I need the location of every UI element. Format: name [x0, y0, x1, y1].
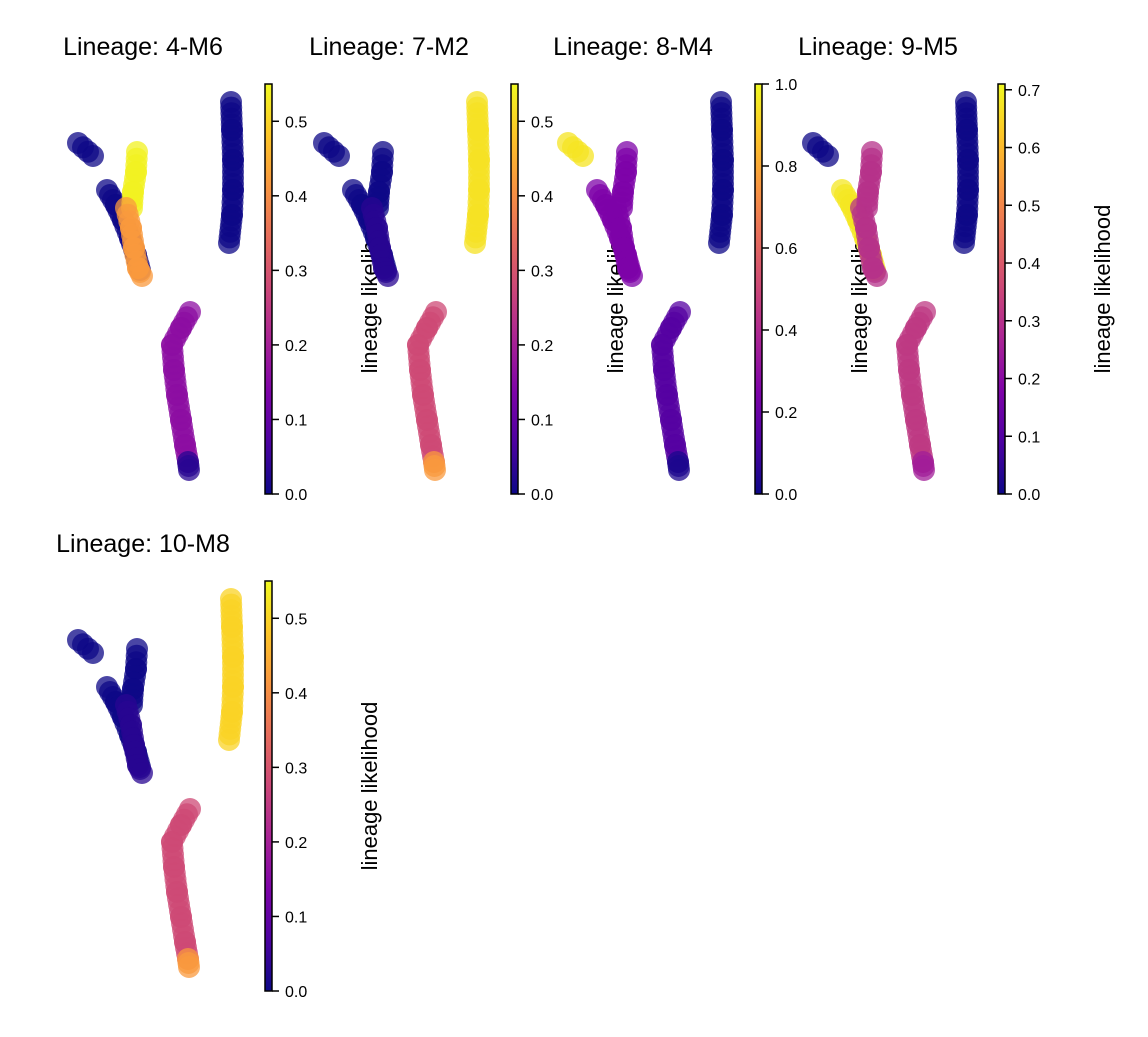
colorbar-tick-label: 0.2 — [285, 338, 307, 355]
panel-4: Lineage: 9-M5 0.0 0.1 0.2 0.3 0.4 0.5 0.6 0.7 lin… — [798, 33, 1115, 504]
colorbar-tick-label: 0.6 — [775, 241, 797, 258]
scatter-points — [802, 91, 979, 481]
colorbar-gradient — [754, 83, 763, 495]
colorbar-label: lineage likelihood — [1090, 205, 1115, 374]
colorbar-tick-label: 0.6 — [1018, 141, 1040, 158]
scatter-point-right_column — [953, 232, 975, 254]
scatter-point-far_left — [572, 145, 594, 167]
panel-title: Lineage: 8-M4 — [553, 33, 713, 61]
scatter-point-bottom_tip — [668, 459, 690, 481]
scatter-point-bottom_tip — [913, 459, 935, 481]
colorbar-tick-label: 0.1 — [531, 412, 553, 429]
scatter-point-far_left — [82, 642, 104, 664]
colorbar-gradient — [997, 83, 1006, 495]
colorbar-tick-label: 0.4 — [285, 189, 307, 206]
scatter-point-right_column — [218, 232, 240, 254]
scatter-points — [557, 91, 734, 481]
colorbar-tick-label: 0.0 — [285, 487, 307, 504]
colorbar-tick-label: 0.0 — [775, 487, 797, 504]
scatter-point-bottom_tip — [178, 956, 200, 978]
colorbar: 0.0 0.1 0.2 0.3 0.4 0.5 0.6 0.7 lineage likeliho… — [997, 83, 1115, 504]
panel-title: Lineage: 4-M6 — [63, 33, 223, 61]
colorbar-tick-label: 0.4 — [1018, 256, 1040, 273]
colorbar-tick-label: 0.3 — [285, 263, 307, 280]
panel-5: Lineage: 10-M8 0.0 0.1 0.2 0.3 0.4 0.5 lineage … — [56, 530, 382, 1001]
scatter-point-right_column — [708, 232, 730, 254]
colorbar-gradient — [264, 580, 273, 992]
colorbar-tick-label: 0.7 — [1018, 83, 1040, 100]
colorbar-tick-label: 0.0 — [531, 487, 553, 504]
colorbar: 0.0 0.1 0.2 0.3 0.4 0.5 lineage likelihood — [264, 580, 382, 1001]
panel-title: Lineage: 9-M5 — [798, 33, 958, 61]
colorbar-tick-label: 0.3 — [531, 263, 553, 280]
colorbar-tick-label: 0.4 — [531, 189, 553, 206]
colorbar-tick-label: 0.1 — [1018, 429, 1040, 446]
colorbar-tick-label: 0.1 — [285, 412, 307, 429]
colorbar-tick-label: 0.3 — [1018, 314, 1040, 331]
panel-title: Lineage: 10-M8 — [56, 530, 230, 558]
colorbar-tick-label: 0.5 — [1018, 198, 1040, 215]
scatter-point-far_left — [328, 145, 350, 167]
colorbar-tick-label: 0.1 — [285, 909, 307, 926]
scatter-point-middle_lower — [621, 265, 643, 287]
scatter-points — [67, 91, 244, 481]
colorbar-tick-label: 0.2 — [775, 405, 797, 422]
scatter-points — [313, 91, 490, 481]
scatter-point-middle_lower — [131, 762, 153, 784]
panel-title: Lineage: 7-M2 — [309, 33, 469, 61]
colorbar-label: lineage likelihood — [357, 702, 382, 871]
colorbar-tick-label: 0.5 — [531, 114, 553, 131]
colorbar-tick-label: 0.2 — [531, 338, 553, 355]
colorbar-tick-label: 0.3 — [285, 760, 307, 777]
colorbar-tick-label: 0.5 — [285, 114, 307, 131]
scatter-points — [67, 588, 244, 978]
colorbar-gradient — [264, 83, 273, 495]
scatter-point-far_left — [817, 145, 839, 167]
colorbar-tick-label: 0.0 — [1018, 487, 1040, 504]
scatter-point-bottom_tip — [424, 459, 446, 481]
scatter-point-far_left — [82, 145, 104, 167]
scatter-point-middle_lower — [866, 265, 888, 287]
scatter-point-bottom_tip — [178, 459, 200, 481]
colorbar-tick-label: 0.4 — [775, 323, 797, 340]
scatter-point-middle_lower — [377, 265, 399, 287]
scatter-point-right_column — [464, 232, 486, 254]
colorbar-tick-label: 0.5 — [285, 611, 307, 628]
colorbar-tick-label: 0.0 — [285, 984, 307, 1001]
colorbar-tick-label: 1.0 — [775, 77, 797, 94]
colorbar-tick-label: 0.8 — [775, 159, 797, 176]
colorbar-tick-label: 0.2 — [1018, 372, 1040, 389]
scatter-point-right_column — [218, 729, 240, 751]
colorbar-tick-label: 0.4 — [285, 686, 307, 703]
scatter-point-middle_lower — [131, 265, 153, 287]
colorbar-gradient — [510, 83, 519, 495]
colorbar-tick-label: 0.2 — [285, 835, 307, 852]
